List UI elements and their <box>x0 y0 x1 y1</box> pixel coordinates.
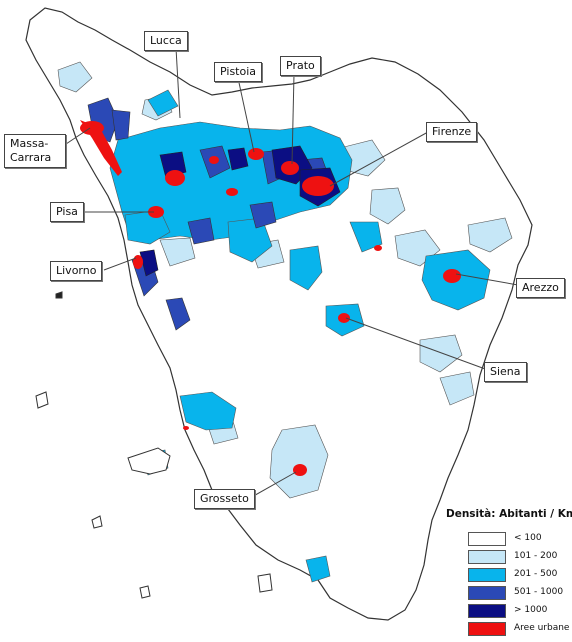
legend-swatch <box>468 532 506 546</box>
legend-label: < 100 <box>514 533 542 543</box>
density-legend: Densità: Abitanti / Kmq < 100 101 - 200 … <box>446 508 572 640</box>
legend-title: Densità: Abitanti / Kmq <box>446 508 572 520</box>
leader-lines <box>56 47 519 499</box>
label-pisa: Pisa <box>50 202 84 222</box>
coast-urban-strip <box>80 120 122 176</box>
label-pistoia: Pistoia <box>214 62 263 82</box>
legend-swatch <box>468 550 506 564</box>
legend-label: > 1000 <box>514 605 548 615</box>
label-prato: Prato <box>280 56 321 76</box>
label-grosseto: Grosseto <box>194 489 255 509</box>
legend-label: 501 - 1000 <box>514 587 564 597</box>
legend-swatch <box>468 604 506 618</box>
legend-label: 101 - 200 <box>514 551 558 561</box>
label-livorno: Livorno <box>50 261 103 281</box>
label-firenze: Firenze <box>426 122 478 142</box>
legend-label: 201 - 500 <box>514 569 558 579</box>
label-siena: Siena <box>484 362 527 382</box>
legend-swatch <box>468 568 506 582</box>
label-arezzo: Arezzo <box>516 278 565 298</box>
legend-swatch <box>468 586 506 600</box>
label-massa-carrara: Massa- Carrara <box>4 134 66 168</box>
label-lucca: Lucca <box>144 31 188 51</box>
legend-label: Aree urbane <box>514 623 570 633</box>
legend-swatch <box>468 622 506 636</box>
islands <box>35 291 273 599</box>
